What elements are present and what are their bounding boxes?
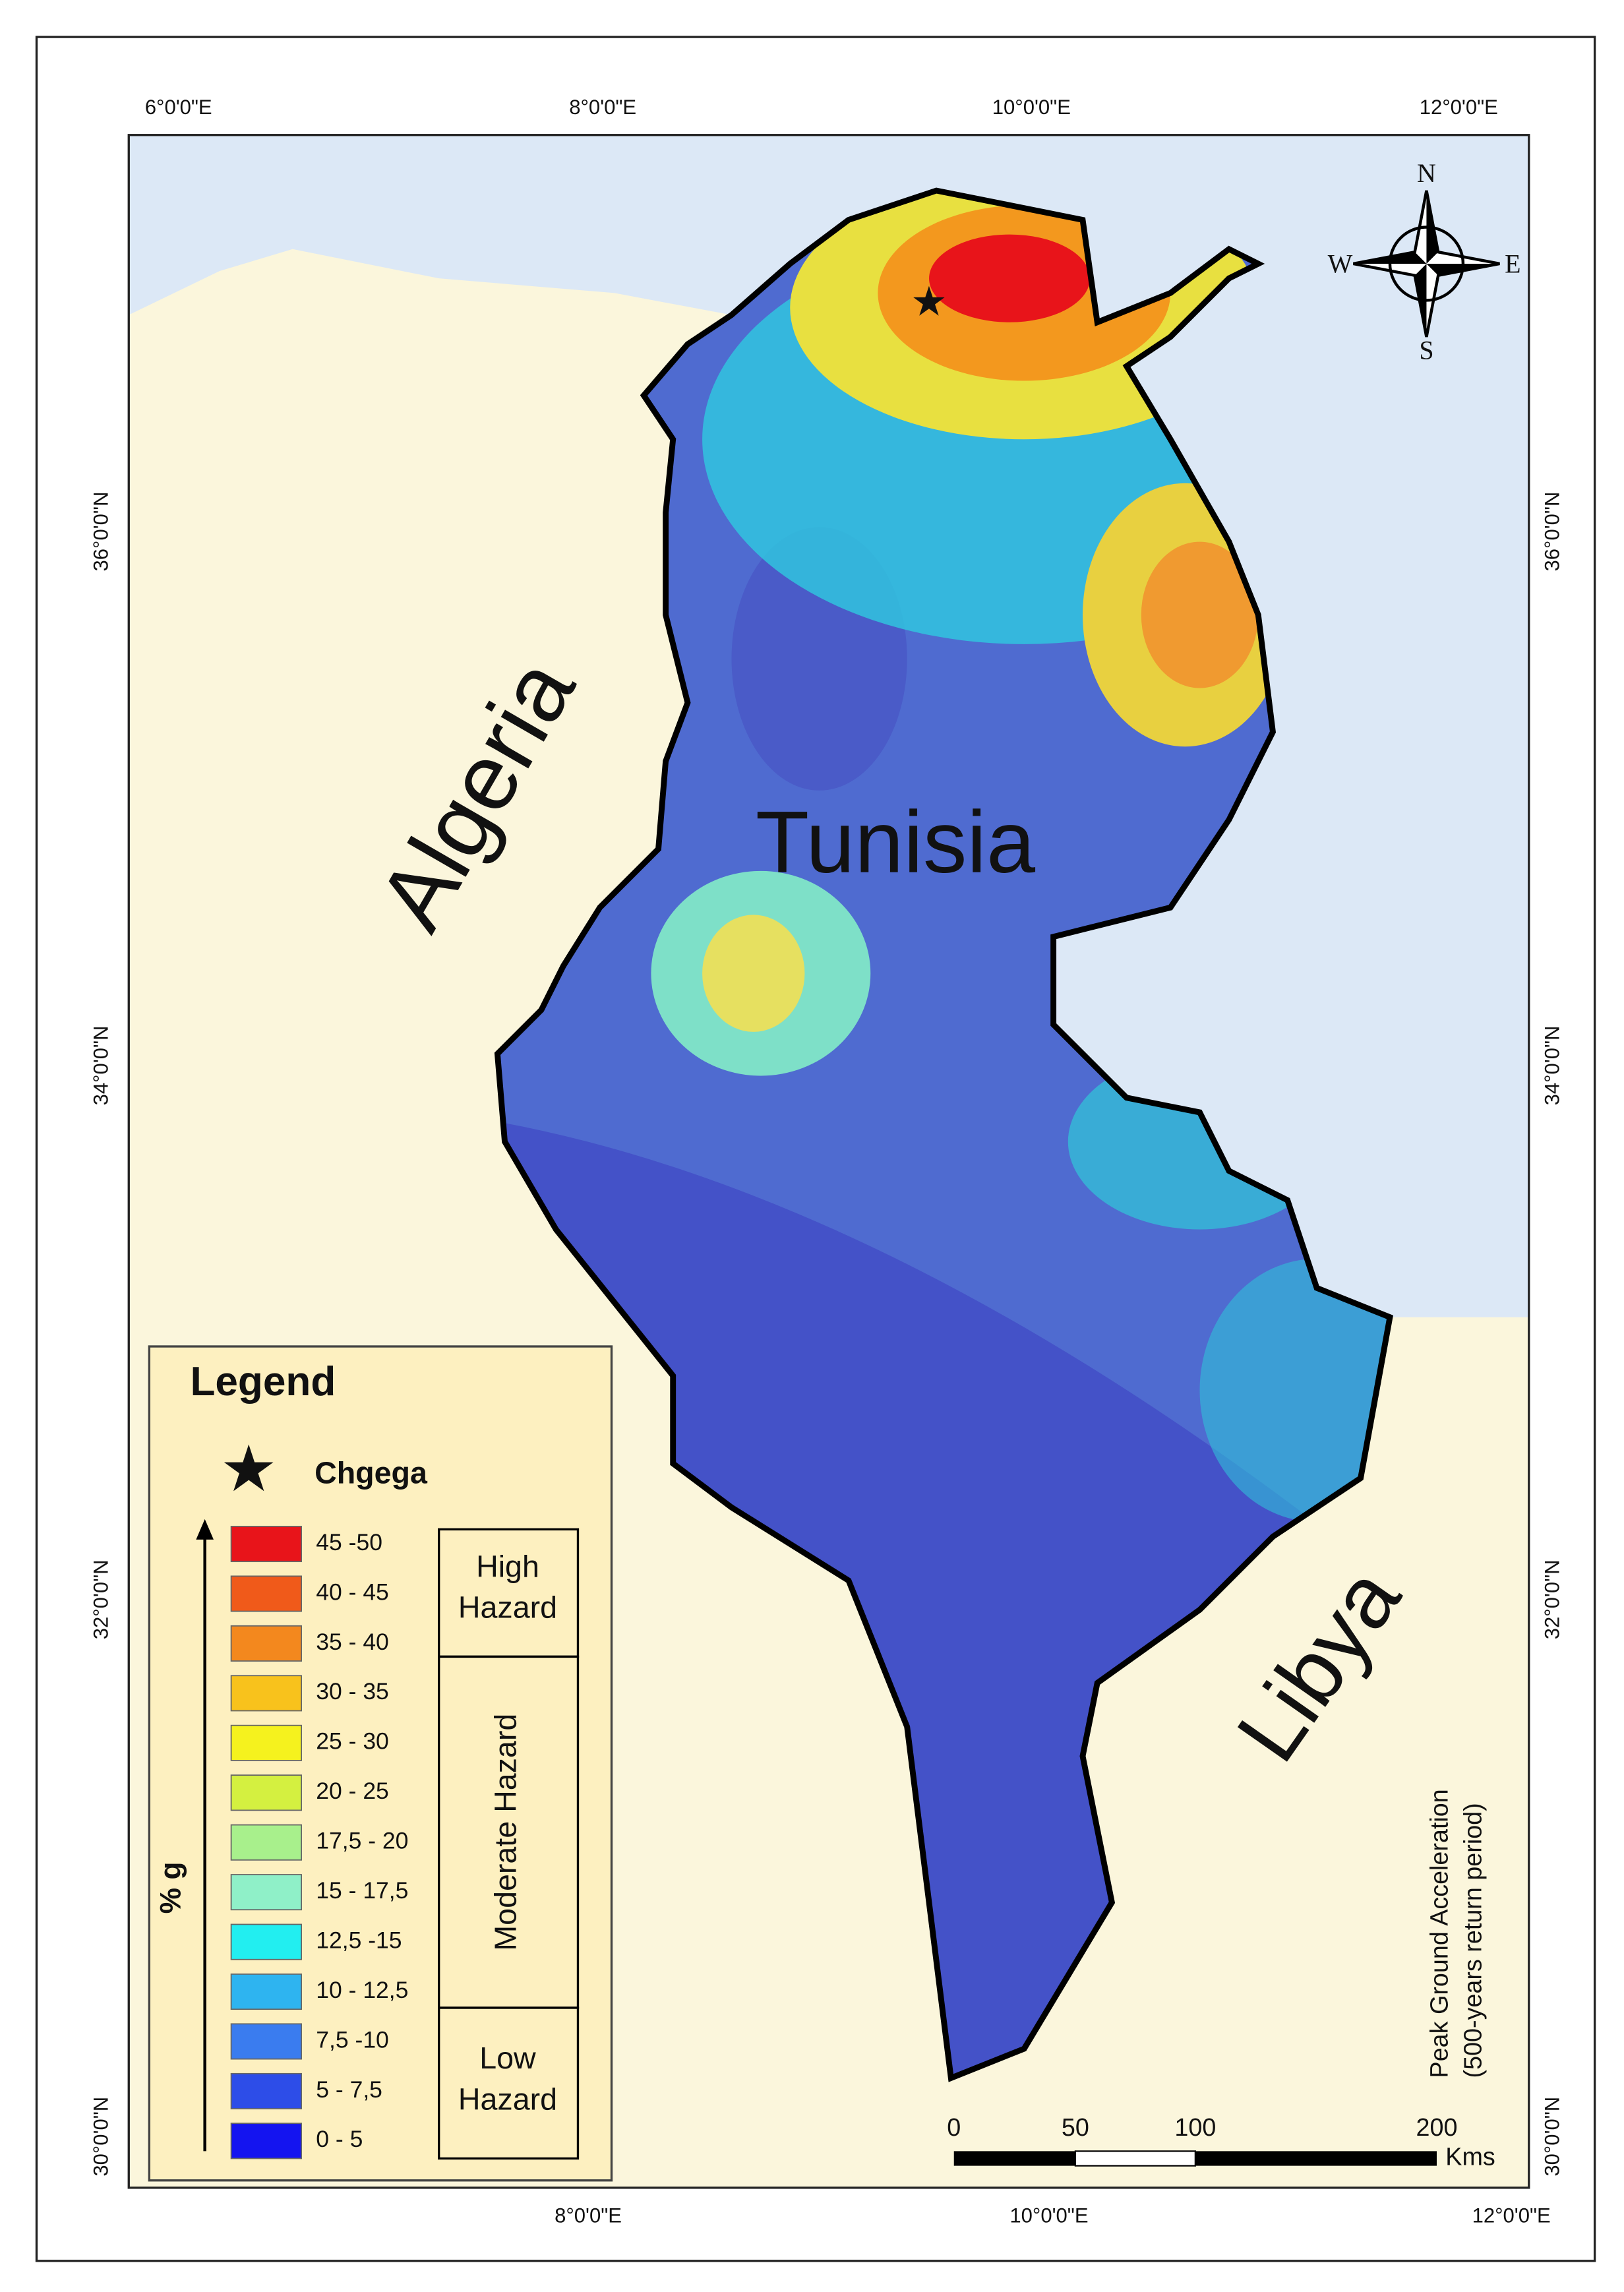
- legend-label: 40 - 45: [316, 1579, 389, 1605]
- graticule: 6°0'0"E 8°0'0"E 10°0'0"E 12°0'0"E 8°0'0"E 10°…: [90, 96, 1564, 2227]
- scale-unit: Kms: [1445, 2142, 1495, 2170]
- group-label: Low: [479, 2041, 536, 2075]
- legend-label: 20 - 25: [316, 1778, 389, 1804]
- compass-label: E: [1505, 249, 1520, 279]
- legend-swatch: [230, 1526, 302, 1563]
- legend-swatch: [230, 1923, 302, 1960]
- longitude-label: 10°0'0"E: [1009, 2204, 1088, 2227]
- latitude-label: 32°0'0"N: [1541, 1559, 1564, 1639]
- sea: [129, 135, 1529, 1317]
- legend-swatch: [230, 1824, 302, 1861]
- legend-swatch: [230, 2023, 302, 2060]
- longitude-label: 6°0'0"E: [145, 96, 212, 119]
- legend-swatch: [230, 1724, 302, 1761]
- scale-tick-label: 100: [1174, 2113, 1216, 2141]
- latitude-label: 32°0'0"N: [90, 1559, 113, 1639]
- group-label: High: [476, 1550, 539, 1584]
- legend-swatch: [230, 2072, 302, 2109]
- group-label: Hazard: [458, 2082, 557, 2116]
- longitude-label: 12°0'0"E: [1472, 2204, 1551, 2227]
- legend-swatch: [230, 1675, 302, 1712]
- latitude-label: 36°0'0"N: [90, 492, 113, 572]
- legend-label: 5 - 7,5: [316, 2076, 382, 2103]
- scale-tick-label: 0: [947, 2113, 961, 2141]
- legend-label: 45 -50: [316, 1529, 382, 1555]
- latitude-label: 34°0'0"N: [90, 1026, 113, 1106]
- longitude-label: 10°0'0"E: [992, 96, 1071, 119]
- legend-star: ★: [220, 1433, 278, 1505]
- legend-label: 15 - 17,5: [316, 1877, 408, 1904]
- scale-bar: 0 50 100 200 Kms: [947, 2113, 1495, 2170]
- legend-label: 25 - 30: [316, 1728, 389, 1755]
- latitude-label: 36°0'0"N: [1541, 492, 1564, 572]
- legend-label: 35 - 40: [316, 1629, 389, 1655]
- longitude-label: 12°0'0"E: [1420, 96, 1498, 119]
- latitude-label: 34°0'0"N: [1541, 1026, 1564, 1106]
- legend-swatch: [230, 1974, 302, 2010]
- legend-label: 0 - 5: [316, 2126, 363, 2152]
- legend-swatch: [230, 1575, 302, 1612]
- country-label: Tunisia: [756, 793, 1036, 891]
- legend-label: 10 - 12,5: [316, 1977, 408, 2003]
- legend-swatch: [230, 2123, 302, 2159]
- group-label: Moderate Hazard: [488, 1714, 522, 1951]
- legend-swatch: [230, 1774, 302, 1811]
- legend-title: Legend: [190, 1359, 336, 1404]
- latitude-label: 30°0'0"N: [90, 2097, 113, 2177]
- scale-tick-label: 50: [1062, 2113, 1089, 2141]
- group-label: Hazard: [458, 1590, 557, 1625]
- compass-label: S: [1419, 336, 1433, 365]
- map-area: ★ Algeria Tunisia Libya Peak Ground Acce…: [129, 135, 1529, 2188]
- legend-label: 30 - 35: [316, 1678, 389, 1704]
- longitude-label: 8°0'0"E: [569, 96, 636, 119]
- legend-label: 17,5 - 20: [316, 1828, 408, 1854]
- map-frame: [127, 134, 1530, 2189]
- compass-label: W: [1328, 249, 1353, 279]
- legend-label: 7,5 -10: [316, 2026, 389, 2053]
- legend-axis-label: % g: [155, 1862, 187, 1914]
- legend-swatch: [230, 1625, 302, 1662]
- compass-label: N: [1417, 158, 1436, 188]
- legend-marker-label: Chgega: [315, 1456, 428, 1490]
- legend-label: 12,5 -15: [316, 1927, 402, 1953]
- map-subtitle: (500-years return period): [1459, 1803, 1487, 2078]
- legend: Legend ★ Chgega % g 45 -50 40 - 45 35 - 40…: [148, 1345, 613, 2182]
- chgega-star: ★: [911, 280, 947, 325]
- latitude-label: 30°0'0"N: [1541, 2097, 1564, 2177]
- legend-swatch: [230, 1874, 302, 1911]
- scale-tick-label: 200: [1416, 2113, 1458, 2141]
- compass: N E S W: [1328, 158, 1521, 365]
- longitude-label: 8°0'0"E: [555, 2204, 622, 2227]
- map-title: Peak Ground Acceleration: [1426, 1789, 1453, 2078]
